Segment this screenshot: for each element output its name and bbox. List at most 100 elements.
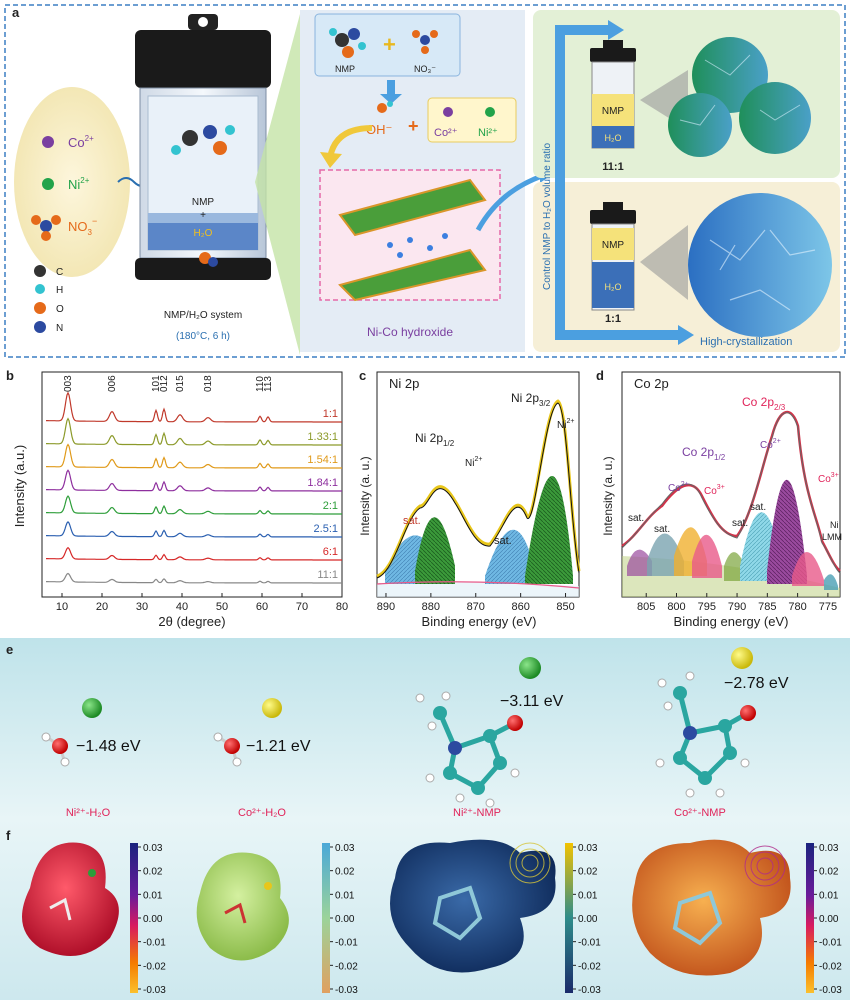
colorbar-tick-label: 0.03 (819, 843, 839, 854)
co2p-y-axis-label: Intensity (a. u.) (601, 456, 615, 535)
vial-top-nmp: NMP (602, 106, 625, 117)
xps-x-tick-label: 805 (637, 601, 655, 613)
xrd-peak-label: 110 (255, 376, 266, 392)
nmp-molecule-icon (329, 28, 366, 58)
co-ion-dot (42, 136, 54, 148)
ni2p-sat-label-1: sat. (403, 515, 421, 527)
ni-ion-sphere-nmp (519, 657, 541, 679)
down-arrow-icon (380, 80, 402, 104)
colorbar-co-h2o (322, 843, 330, 993)
colorbar-tick-label: -0.01 (143, 938, 166, 949)
colorbar-tick-label: 0.03 (143, 843, 163, 854)
co2p-sat-label-4: sat. (750, 502, 766, 513)
co-nmp-caption: Co²⁺-NMP (674, 807, 726, 819)
ni2p-raw-data (376, 402, 580, 579)
mid-nmp-label: NMP (335, 64, 355, 74)
xrd-series-line (46, 443, 342, 469)
conditions-caption: (180°C, 6 h) (176, 331, 230, 342)
ni2p-x-ticks: 890 880 870 860 850 (377, 593, 575, 613)
esp-water-stick-2 (224, 902, 247, 924)
reactor-plus: + (200, 210, 206, 221)
xrd-series-line (46, 417, 342, 446)
esp-ni-dot (88, 869, 96, 877)
xrd-series-line (46, 469, 342, 492)
colorbar-tick-label: 0.02 (335, 867, 355, 878)
ni2p-sat-peak-2 (485, 529, 535, 584)
panel-f-label: f (6, 828, 11, 843)
xrd-peak-label: 015 (175, 375, 186, 392)
co2p-sat-1 (627, 549, 652, 576)
colorbar-tick-label: -0.01 (335, 938, 358, 949)
co2p-sat-label-1: sat. (628, 513, 644, 524)
colorbar-tick-label: 0.00 (143, 914, 163, 925)
esp-nmp-stick-co (672, 890, 723, 946)
colorbar-tick-label: 0.01 (819, 890, 839, 901)
xrd-series-label: 1.54:1 (307, 454, 338, 466)
ni-h2o-caption: Ni²⁺-H₂O (66, 807, 111, 819)
panel-a: a Co2+ Ni2+ NO3− C H O N NMP + H₂O NMP/H… (4, 4, 846, 358)
autoclave-reactor (135, 14, 271, 280)
xps-x-tick-label: 785 (758, 601, 776, 613)
ni2p-background (377, 582, 579, 597)
xrd-series-label: 2:1 (323, 500, 338, 512)
ni2p-title: Ni 2p (389, 376, 419, 391)
panel-e-label: e (6, 642, 13, 657)
xrd-series-label: 1:1 (323, 408, 338, 420)
xrd-x-axis-label: 2θ (degree) (158, 614, 225, 629)
colorbar-tick-label: -0.03 (143, 985, 166, 996)
panel-d-label: d (596, 368, 604, 383)
plus-sign-2: + (408, 116, 419, 136)
xrd-series-label: 6:1 (323, 546, 338, 558)
ni2p-2p12-peak (415, 517, 455, 584)
xrd-series-labels: 1:1 1.33:1 1.54:1 1.84:1 2:1 2.5:1 6:1 11:1 (307, 408, 338, 581)
co2p-raw-data (621, 412, 841, 574)
hydroxide-o-icon (377, 103, 387, 113)
esp-surface-co-h2o (196, 852, 289, 961)
atom-label-o: O (56, 304, 64, 315)
xps-x-tick-label: 870 (467, 601, 485, 613)
esp-co-dot (264, 882, 272, 890)
flower-microsphere-green (668, 37, 811, 157)
xrd-x-tick-label: 50 (216, 601, 228, 613)
ni2p-y-axis-label: Intensity (a. u.) (358, 456, 372, 535)
xrd-peak-label: 113 (263, 376, 274, 392)
ni-ion-label: Ni2+ (68, 176, 90, 192)
xrd-series-label: 1.84:1 (307, 477, 338, 489)
co-ion-sphere (262, 698, 282, 718)
xrd-x-tick-label: 80 (336, 601, 348, 613)
xrd-peak-label: 012 (159, 375, 170, 392)
carbon-atom-icon (34, 265, 46, 277)
co2p-x-axis-label: Binding energy (eV) (674, 614, 789, 629)
colorbar-tick-label: 0.01 (335, 890, 355, 901)
colorbar-co-nmp (806, 843, 814, 993)
xrd-series-label: 2.5:1 (314, 523, 338, 535)
ratio-axis-arrow (555, 25, 610, 340)
panel-ef: e −1.48 eV Ni²⁺-H₂O −1.21 eV Co²⁺-H₂O −3… (0, 638, 850, 1000)
reactor-h2o-label: H₂O (194, 228, 213, 239)
xrd-x-tick-label: 70 (296, 601, 308, 613)
vial-bottom-h2o: H₂O (605, 282, 622, 292)
xps-x-tick-label: 890 (377, 601, 395, 613)
xrd-x-tick-label: 60 (256, 601, 268, 613)
panel-c-label: c (359, 368, 366, 383)
xps-x-tick-label: 880 (422, 601, 440, 613)
xrd-x-tick-label: 40 (176, 601, 188, 613)
esp-contour-co (744, 845, 786, 887)
xps-x-tick-label: 790 (728, 601, 746, 613)
co2p-x-ticks: 805 800 795 790 785 780 775 (637, 593, 837, 613)
zoom-cone-bottom (640, 225, 688, 300)
xrd-x-tick-label: 20 (96, 601, 108, 613)
xrd-x-ticks: 10 20 30 40 50 60 70 80 (56, 593, 348, 613)
xrd-series-line (46, 495, 342, 515)
co-nmp-energy: −2.78 eV (724, 675, 789, 692)
curved-arrowhead-icon (320, 152, 342, 168)
co2p-ni-lmm (824, 574, 838, 590)
co2p-co3-3 (792, 551, 824, 586)
xrd-series-label: 11:1 (317, 569, 338, 581)
co-ion-sphere-nmp (731, 647, 753, 669)
co-ion-label: Co2+ (68, 134, 94, 150)
colorbar-tick-label: -0.03 (578, 985, 601, 996)
panel-b-label: b (6, 368, 14, 383)
nmp-atoms-ni (415, 691, 523, 808)
